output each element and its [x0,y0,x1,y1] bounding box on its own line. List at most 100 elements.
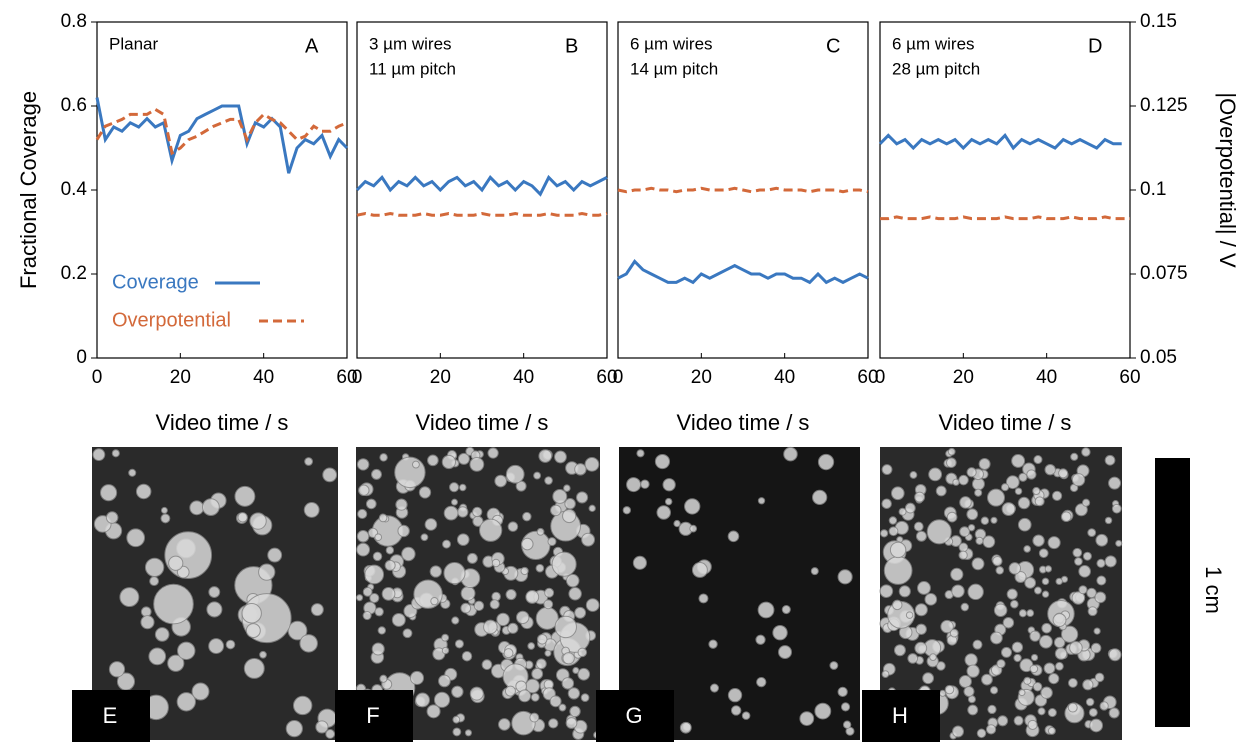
plot-frame [96,21,348,359]
bubble [356,458,370,471]
bubble [1018,688,1026,697]
bubble [552,488,568,504]
bubble [837,686,848,697]
bubble [880,529,889,538]
bubble [1081,498,1091,507]
bubble [225,639,236,650]
bubble [1078,565,1091,578]
bubble [473,600,485,612]
bubble [888,516,898,525]
bubble [1048,673,1060,685]
bubble [516,610,530,625]
bubble [365,498,377,510]
bubble [457,452,470,465]
bubble [1027,719,1038,730]
bubble [505,588,517,601]
bubble [1005,475,1020,490]
bubble [958,474,969,486]
bubble [427,454,439,467]
bubble [1032,486,1041,496]
bubble [460,586,476,601]
bubble [167,654,185,672]
bubble [978,458,991,471]
bubble [315,720,329,734]
data-line [356,211,608,217]
photo-label-box [862,690,940,742]
bubble [466,552,478,564]
bubble [1024,576,1037,589]
panel-annotation: 3 µm wires [369,34,452,53]
bubble [990,516,998,524]
bubble [472,506,483,518]
photo-label-box [596,690,674,742]
x-tick-label: 20 [430,367,451,388]
bubble [990,631,1003,645]
panel-annotation: 6 µm wires [892,34,975,53]
bubble [958,550,968,560]
bubble [357,508,368,520]
bubble [656,505,671,520]
bubble [310,603,324,617]
photo-label: G [625,703,642,728]
bubble [433,691,451,708]
bubble [1085,697,1095,707]
bubble [975,536,984,545]
scale-bar [1155,458,1190,727]
y-tick-label: 0 [76,347,87,368]
panel-annotation: 6 µm wires [630,34,713,53]
bubble [498,718,511,731]
bubble [1039,634,1053,649]
bubble [208,638,225,655]
bubble [974,488,983,497]
y2-tick-label: 0.075 [1140,263,1188,284]
legend-label: Coverage [112,271,199,293]
bubble [814,702,832,720]
x-tick-label: 20 [170,367,191,388]
bubble [1058,468,1069,479]
bubble [963,685,975,697]
bubble [397,524,410,538]
y-tick-label: 0.6 [61,95,87,116]
photo-label-box [72,690,150,742]
bubble [1047,536,1061,550]
bubble [458,483,467,492]
bubble [1104,454,1116,466]
bubble [1055,661,1064,671]
bubble [245,623,261,639]
bubble [1093,627,1101,635]
bubble [496,612,510,627]
bubble [378,513,388,523]
bubble [1011,453,1026,468]
bubble [1041,622,1052,634]
bubble [356,542,371,557]
photo-label: F [366,703,379,728]
bubble [890,486,905,501]
bubble [544,587,555,598]
panel-letter: C [826,35,840,57]
bubble [781,604,791,615]
bubble [1041,590,1050,598]
bubble [1044,464,1056,476]
bubble [374,533,383,542]
bubble [1089,718,1104,733]
bubble [362,611,372,621]
bubble [1044,565,1053,573]
bubble [1011,641,1024,653]
bubble [812,489,828,505]
bubble [454,639,464,649]
bubble [507,622,519,634]
bubble [1104,516,1113,525]
bubble [364,564,385,585]
bubble [1082,679,1094,691]
bubble [424,518,438,531]
bubble [1095,533,1109,547]
x-tick-label: 0 [613,367,624,388]
bubble [966,467,977,478]
bubble [429,565,442,578]
bubble [451,498,459,506]
bubble [976,728,987,739]
bubble [402,628,413,639]
bubble [741,711,751,720]
bubble [144,557,165,578]
